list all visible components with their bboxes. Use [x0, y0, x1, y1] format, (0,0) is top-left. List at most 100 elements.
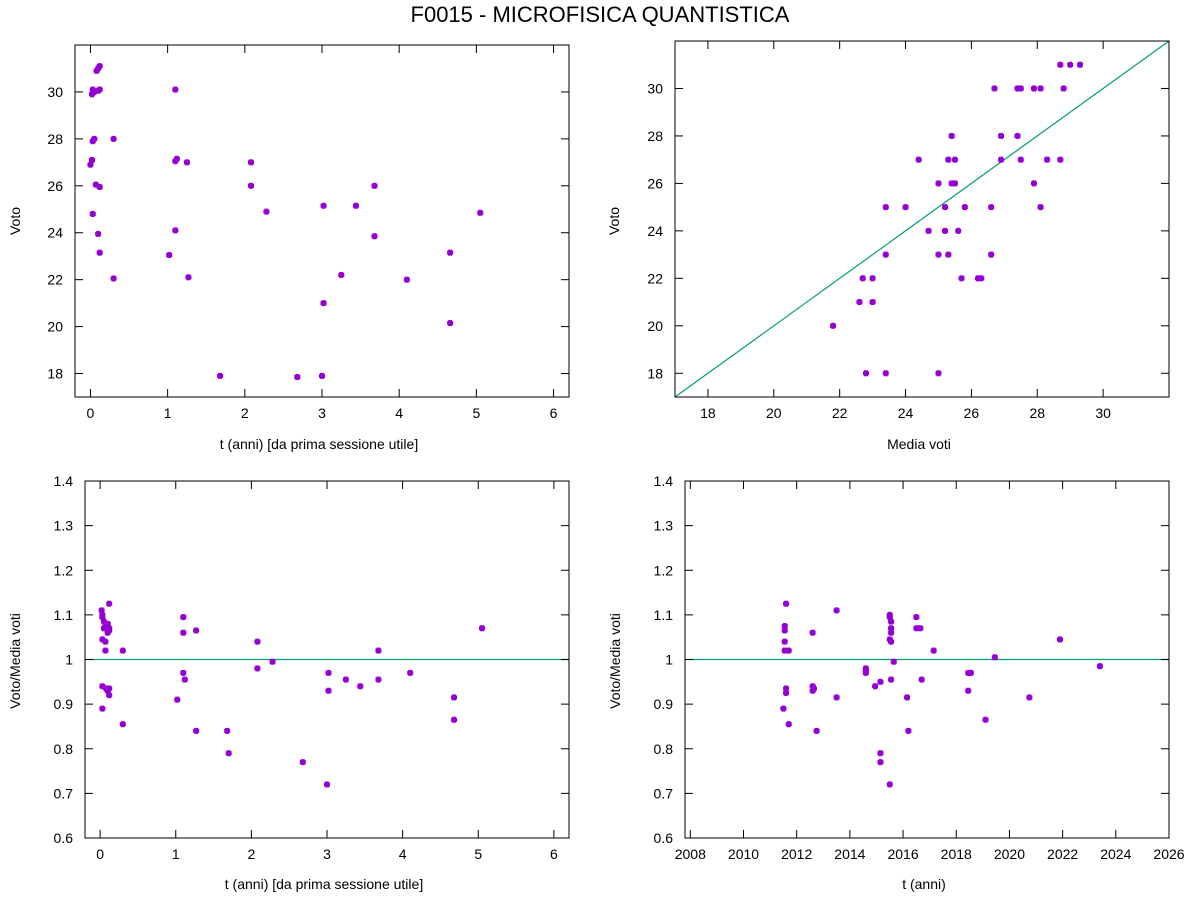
data-point-v: [952, 180, 957, 187]
x-tick-label: 18: [700, 405, 716, 421]
data-point: [902, 204, 909, 211]
data-point: [320, 202, 327, 209]
figure-title: F0015 - MICROFISICA QUANTISTICA: [410, 2, 790, 27]
data-point-v: [782, 647, 787, 654]
data-point-v: [864, 370, 869, 377]
data-point-v: [92, 135, 97, 142]
data-point-v: [264, 208, 269, 215]
data-point-v: [326, 669, 331, 676]
data-point-v: [300, 759, 305, 766]
panel-ratio-vs-year: t (anni) Voto/Media voti 2008 2010 2012 201…: [607, 473, 1185, 892]
data-point: [1067, 61, 1074, 68]
data-point-v: [248, 159, 253, 166]
data-point-v: [325, 781, 329, 788]
data-point-v: [343, 676, 348, 683]
plot-frame: [84, 480, 570, 839]
plot-frame: [74, 44, 570, 398]
data-point-v: [194, 627, 199, 634]
data-point-v: [89, 156, 94, 163]
data-point: [100, 625, 107, 632]
data-point: [1017, 85, 1024, 92]
data-point: [247, 159, 254, 166]
data-point-v: [979, 275, 984, 282]
data-point: [1014, 85, 1021, 92]
data-point: [88, 156, 95, 163]
data-point: [856, 299, 863, 306]
y-tick-label: 26: [47, 178, 63, 194]
data-point: [342, 676, 349, 683]
data-point: [1057, 156, 1064, 163]
data-point: [877, 759, 884, 766]
data-point-v: [100, 683, 105, 690]
data-point: [180, 629, 187, 636]
data-point: [1096, 663, 1103, 670]
data-point: [869, 275, 876, 282]
x-tick-label: 2024: [1100, 846, 1131, 862]
data-point-v: [878, 759, 883, 766]
data-point-v: [831, 322, 836, 329]
data-point-v: [968, 669, 973, 676]
data-point: [320, 300, 327, 307]
data-point-v: [448, 249, 453, 256]
y-tick-label: 30: [47, 84, 63, 100]
data-point: [102, 638, 109, 645]
data-point: [91, 88, 98, 95]
data-point-v: [184, 159, 189, 166]
data-point-v: [120, 647, 125, 654]
data-point-v: [926, 227, 931, 234]
xlabel-voto-vs-t: t (anni) [da prima sessione utile]: [220, 436, 418, 452]
x-tick-label: 6: [550, 846, 558, 862]
x-tick-label: 1: [164, 405, 172, 421]
data-point-v: [966, 687, 971, 694]
data-point-v: [834, 607, 839, 614]
data-point-v: [100, 636, 105, 643]
data-point-v: [889, 629, 894, 636]
data-point: [319, 372, 325, 379]
data-point: [913, 625, 920, 632]
data-point: [1056, 636, 1063, 643]
x-tick-label: 5: [474, 846, 482, 862]
data-point: [185, 274, 192, 281]
data-point-v: [408, 669, 413, 676]
data-point-v: [1078, 61, 1083, 68]
data-point-v: [478, 209, 483, 216]
data-point-v: [182, 676, 187, 683]
data-point-v: [100, 614, 105, 621]
data-point: [224, 727, 231, 734]
data-point: [172, 86, 179, 93]
data-point: [338, 271, 345, 278]
data-point: [913, 614, 920, 621]
data-point-v: [103, 638, 108, 645]
data-point-v: [889, 676, 894, 683]
y-tick-label: 1.3: [654, 518, 674, 534]
data-point-v: [946, 156, 951, 163]
x-tick-label: 2022: [1047, 846, 1078, 862]
x-tick-label: 2018: [941, 846, 972, 862]
data-point-v: [870, 299, 875, 306]
data-point-v: [320, 372, 324, 379]
data-point: [183, 159, 190, 166]
data-point-v: [914, 625, 919, 632]
data-point: [1037, 85, 1044, 92]
data-point-v: [786, 721, 791, 728]
data-point-v: [448, 320, 453, 327]
data-point-v: [919, 676, 924, 683]
y-tick-label: 1.1: [54, 607, 74, 623]
data-point: [91, 135, 98, 142]
data-point-v: [878, 750, 883, 757]
data-point: [479, 625, 486, 632]
data-point-v: [173, 227, 178, 234]
data-point: [106, 692, 113, 699]
data-point-v: [943, 227, 948, 234]
data-point: [294, 374, 301, 381]
data-point-v: [174, 155, 179, 162]
data-point: [247, 182, 254, 189]
data-point-v: [321, 202, 326, 209]
x-tick-label: 4: [399, 846, 407, 862]
data-point-v: [1068, 61, 1073, 68]
data-point-v: [480, 625, 485, 632]
data-point: [325, 669, 332, 676]
data-point: [945, 251, 952, 258]
x-tick-label: 2012: [781, 846, 812, 862]
y-tick-label: 20: [47, 319, 63, 335]
